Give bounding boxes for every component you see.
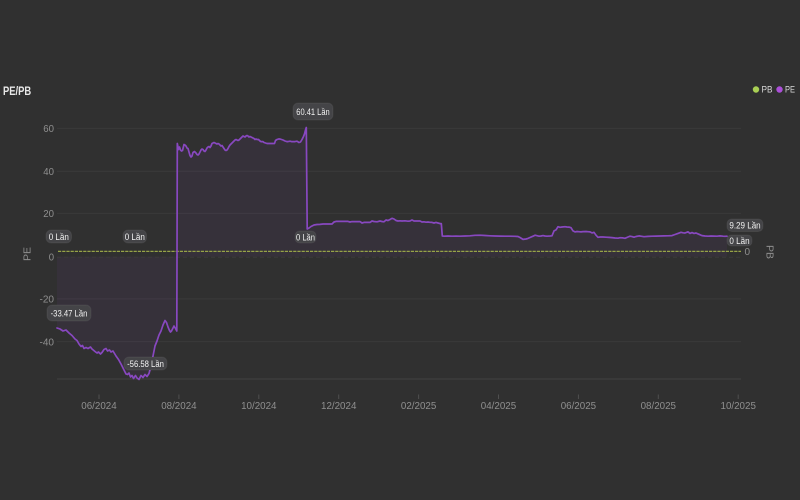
svg-text:0 Lần: 0 Lần [49,232,69,243]
svg-text:06/2024: 06/2024 [81,401,117,412]
svg-text:-33.47 Lần: -33.47 Lần [51,308,88,319]
svg-text:PE/PB: PE/PB [3,84,31,98]
svg-text:06/2025: 06/2025 [561,401,597,412]
svg-text:PB: PB [764,245,775,259]
svg-text:-20: -20 [40,295,55,306]
svg-text:-56.58 Lần: -56.58 Lần [127,359,164,370]
svg-text:20: 20 [43,209,54,220]
svg-text:60.41 Lần: 60.41 Lần [296,107,329,118]
svg-text:12/2024: 12/2024 [321,401,357,412]
svg-text:08/2025: 08/2025 [641,401,677,412]
svg-text:04/2025: 04/2025 [481,401,517,412]
svg-text:PB: PB [762,85,773,95]
svg-text:0: 0 [745,247,751,258]
svg-text:10/2025: 10/2025 [721,401,757,412]
svg-text:08/2024: 08/2024 [161,401,197,412]
svg-text:PE: PE [23,247,34,261]
svg-text:9.29 Lần: 9.29 Lần [729,221,760,232]
svg-text:0 Lần: 0 Lần [296,232,315,243]
svg-text:02/2025: 02/2025 [401,401,437,412]
svg-text:PE: PE [785,85,795,95]
svg-text:0: 0 [49,252,55,263]
svg-text:60: 60 [43,124,54,135]
svg-text:0 Lần: 0 Lần [125,232,145,243]
svg-text:10/2024: 10/2024 [241,401,277,412]
svg-text:-40: -40 [40,337,55,348]
svg-text:40: 40 [43,167,54,178]
svg-text:0 Lần: 0 Lần [729,236,749,247]
